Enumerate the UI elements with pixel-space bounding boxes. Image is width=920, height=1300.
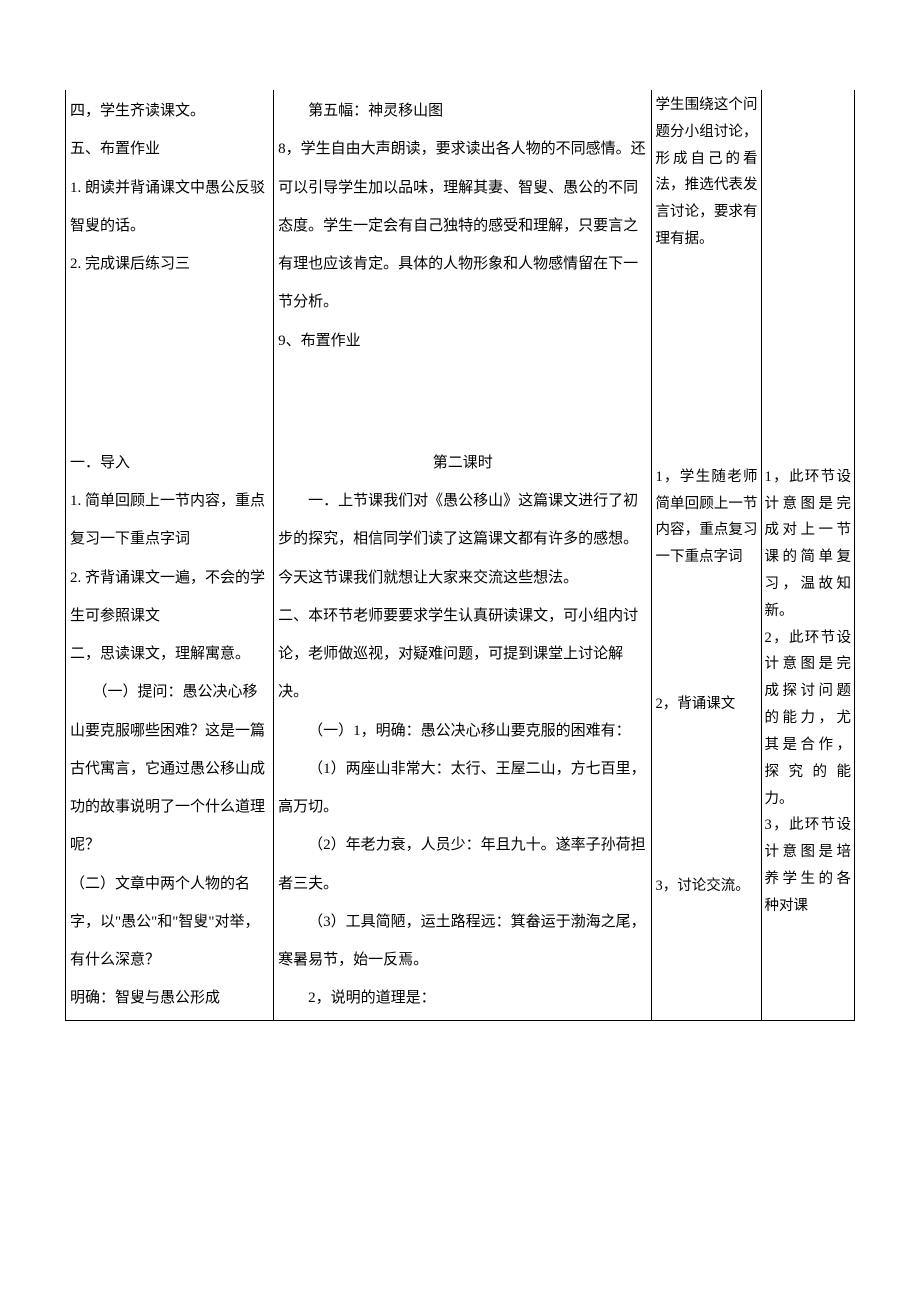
text-block: 二、本环节老师要要求学生认真研读课文，可小组内讨论，老师做巡视，对疑难问题，可提… (278, 597, 647, 712)
text-span: （一）提问：愚公决心移山要克服哪些困难？这是一篇古代寓言，它通过愚公移山成功的故… (70, 684, 265, 853)
text-block: 2，此环节设计意图是完成探讨问题的能力，尤其是合作，探究的能力。 (765, 625, 852, 813)
heading-line: 一．导入 (70, 444, 269, 482)
text-block: （二）文章中两个人物的名字，以"愚公"和"智叟"对举，有什么深意？ (70, 865, 269, 980)
spacer (655, 364, 757, 464)
text-block: 8，学生自由大声朗读，要求读出各人物的不同感情。还可以引导学生加以品味，理解其妻… (278, 130, 647, 321)
text-line: 四，学生齐读课文。 (70, 92, 269, 130)
text-block: 3，此环节设计意图是培养学生的各种对课 (765, 812, 852, 919)
page-container: 四，学生齐读课文。 五、布置作业 1. 朗读并背诵课文中愚公反驳智叟的话。 2.… (0, 0, 920, 1081)
cell-teacher-2: 第二课时 一．上节课我们对《愚公移山》这篇课文进行了初步的探究，相信同学们读了这… (274, 362, 652, 1020)
cell-outline-2: 一．导入 1. 简单回顾上一节内容，重点复习一下重点字词 2. 齐背诵课文一遍，… (66, 362, 274, 1020)
text-block: 1，此环节设计意图是完成对上一节课的简单复习，温故知新。 (765, 464, 852, 625)
text-line: 1. 朗读并背诵课文中愚公反驳智叟的话。 (70, 169, 269, 246)
table-row: 一．导入 1. 简单回顾上一节内容，重点复习一下重点字词 2. 齐背诵课文一遍，… (66, 362, 855, 1020)
spacer (278, 364, 647, 444)
cell-intent-2: 1，此环节设计意图是完成对上一节课的简单复习，温故知新。 2，此环节设计意图是完… (761, 362, 855, 1020)
spacer (70, 364, 269, 444)
cell-student-2: 1，学生随老师简单回顾上一节内容，重点复习一下重点字词 2，背诵课文 3，讨论交… (652, 362, 761, 1020)
text-block: 1，学生随老师简单回顾上一节内容，重点复习一下重点字词 (655, 464, 757, 571)
text-block: 明确：智叟与愚公形成 (70, 979, 269, 1017)
lesson-plan-table: 四，学生齐读课文。 五、布置作业 1. 朗读并背诵课文中愚公反驳智叟的话。 2.… (65, 90, 855, 1021)
cell-intent-1 (761, 90, 855, 362)
heading-line: 二，思读课文，理解寓意。 (70, 635, 269, 673)
spacer (765, 364, 852, 464)
text-block: （一）1，明确：愚公决心移山要克服的困难有： (278, 712, 647, 750)
text-span: 和 (157, 914, 172, 930)
text-line: 五、布置作业 (70, 130, 269, 168)
text-block: 第五幅：神灵移山图 (278, 92, 647, 130)
text-block: 2. 齐背诵课文一遍，不会的学生可参照课文 (70, 559, 269, 636)
cell-student-1: 学生围绕这个问题分小组讨论，形成自己的看法，推选代表发言讨论，要求有理有据。 (652, 90, 761, 362)
text-block: （2）年老力衰，人员少：年且九十。遂率子孙荷担者三夫。 (278, 826, 647, 903)
quoted-term: "愚公" (115, 914, 157, 930)
text-block: 一．上节课我们对《愚公移山》这篇课文进行了初步的探究，相信同学们读了这篇课文都有… (278, 482, 647, 597)
cell-outline-1: 四，学生齐读课文。 五、布置作业 1. 朗读并背诵课文中愚公反驳智叟的话。 2.… (66, 90, 274, 362)
text-block: 2，说明的道理是： (278, 979, 647, 1017)
text-block: 学生围绕这个问题分小组讨论，形成自己的看法，推选代表发言讨论，要求有理有据。 (655, 92, 757, 253)
text-line: 2. 完成课后练习三 (70, 245, 269, 283)
text-block: 1. 简单回顾上一节内容，重点复习一下重点字词 (70, 482, 269, 559)
spacer (655, 718, 757, 873)
cell-teacher-1: 第五幅：神灵移山图 8，学生自由大声朗读，要求读出各人物的不同感情。还可以引导学… (274, 90, 652, 362)
text-block: 3，讨论交流。 (655, 873, 757, 900)
text-block: （一）提问：愚公决心移山要克服哪些困难？这是一篇古代寓言，它通过愚公移山成功的故… (70, 673, 269, 864)
text-block: （1）两座山非常大：太行、王屋二山，方七百里，高万切。 (278, 750, 647, 827)
text-block: （3）工具简陋，运土路程远：箕畚运于渤海之尾，寒暑易节，始一反焉。 (278, 903, 647, 980)
table-row: 四，学生齐读课文。 五、布置作业 1. 朗读并背诵课文中愚公反驳智叟的话。 2.… (66, 90, 855, 362)
text-block: 2，背诵课文 (655, 691, 757, 718)
text-block: 9、布置作业 (278, 322, 647, 360)
lesson-title: 第二课时 (278, 444, 647, 482)
spacer (655, 571, 757, 691)
quoted-term: "智叟" (172, 914, 214, 930)
